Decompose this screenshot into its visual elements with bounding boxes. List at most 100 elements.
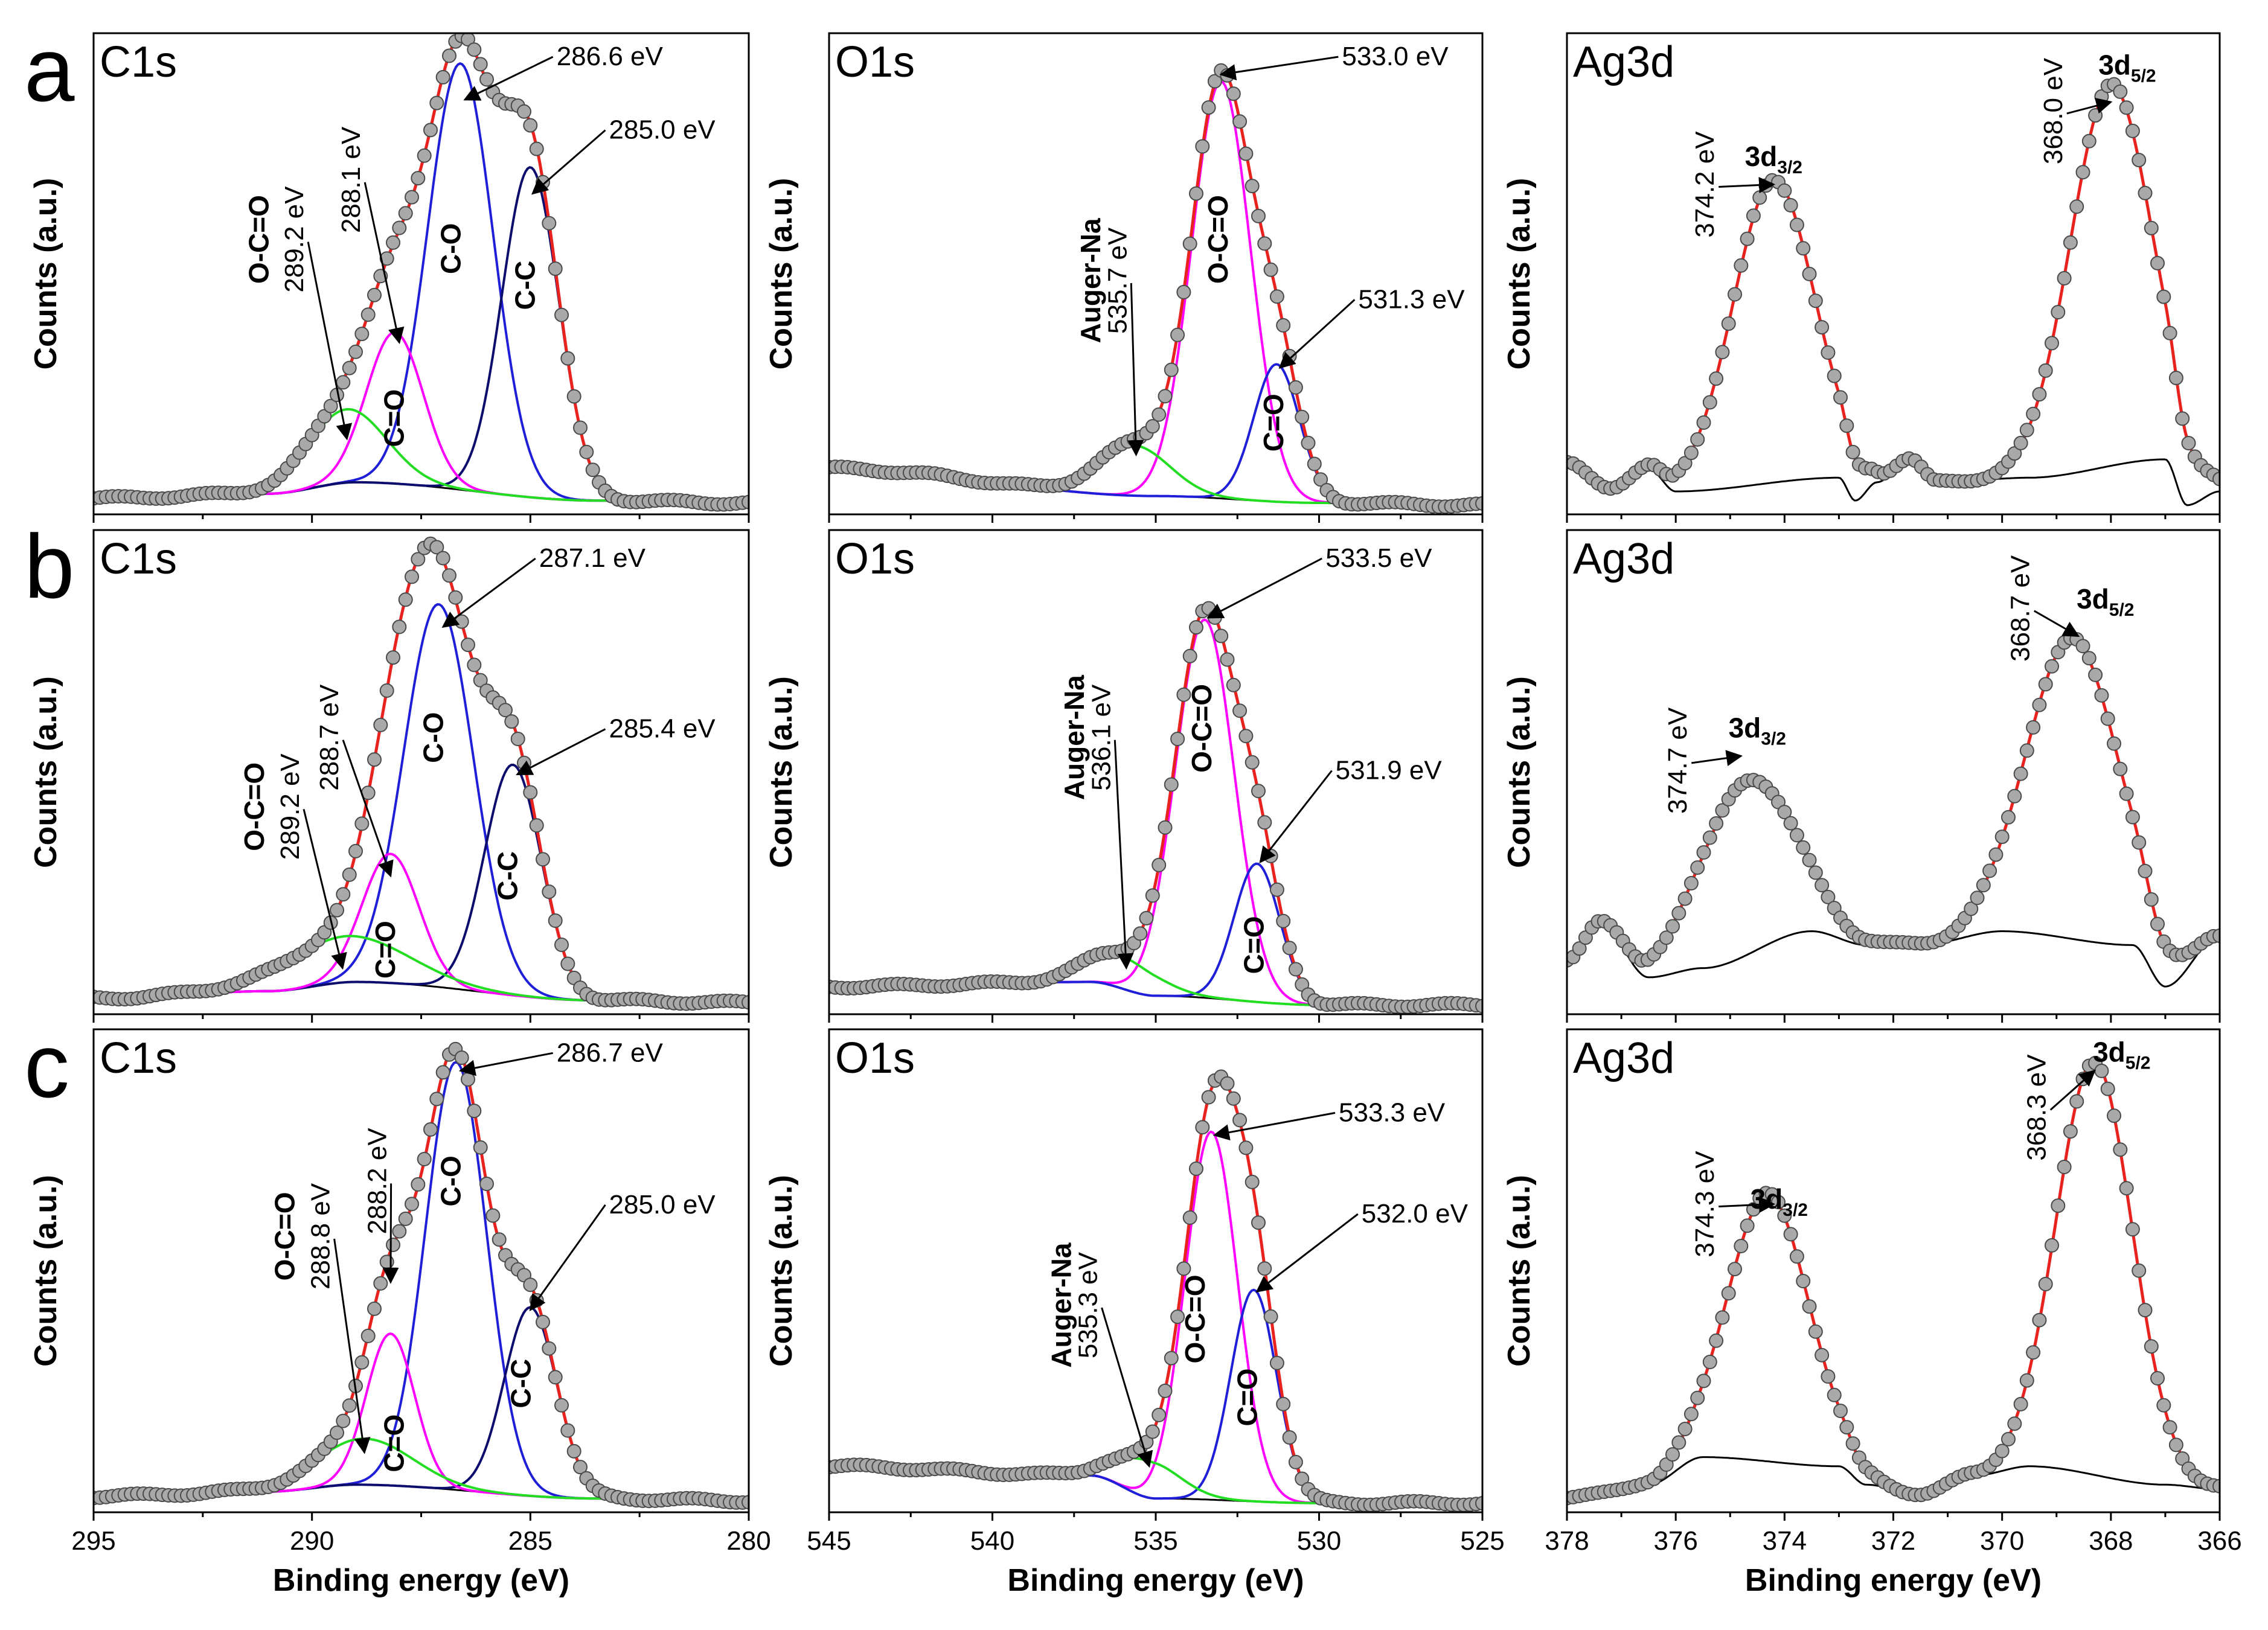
data-point <box>1976 878 1991 893</box>
x-tick-label: 374 <box>1763 1526 1807 1556</box>
data-point <box>1251 784 1266 799</box>
data-point <box>373 717 388 732</box>
data-point <box>2038 677 2053 692</box>
x-tick-label: 540 <box>970 1526 1014 1556</box>
peak-energy-label: 535.7 eV <box>1103 227 1132 334</box>
data-point <box>1282 941 1297 956</box>
spectrum-title: O1s <box>835 1034 915 1082</box>
data-point <box>1982 863 1997 878</box>
data-point <box>1152 1407 1167 1422</box>
data-point <box>2119 1181 2134 1196</box>
data-point <box>2113 761 2128 776</box>
peak-energy-label: 289.2 eV <box>280 186 309 293</box>
panel-b-o1s: Counts (a.u.) O1s 533.5 eV 531.9 eV 536.1 eV… <box>764 529 1484 1023</box>
data-point <box>435 551 450 566</box>
data-point <box>1164 777 1179 792</box>
data-points <box>829 601 1482 1014</box>
data-point <box>2100 711 2115 726</box>
data-point <box>1721 316 1736 331</box>
data-point <box>485 1208 501 1223</box>
data-point <box>442 568 456 583</box>
data-point <box>1734 1239 1749 1253</box>
data-point <box>1182 648 1197 663</box>
data-points <box>829 63 1482 514</box>
data-point <box>342 360 357 376</box>
data-point <box>2212 471 2220 487</box>
component-label: C=O <box>1258 394 1289 452</box>
data-point <box>1802 1299 1817 1314</box>
data-point <box>367 752 382 767</box>
y-axis-label: Counts (a.u.) <box>28 178 63 370</box>
data-point <box>429 1091 444 1107</box>
data-point <box>1226 677 1241 692</box>
data-point <box>566 1443 581 1459</box>
data-point <box>1139 910 1154 925</box>
data-point <box>1251 208 1266 223</box>
x-tick-label: 370 <box>1980 1526 2024 1556</box>
data-point <box>1796 241 1811 256</box>
component-label: C-O <box>435 223 467 274</box>
data-point <box>2001 1431 2016 1446</box>
component-label: C=O <box>1238 916 1270 974</box>
x-tick-label: 525 <box>1460 1526 1504 1556</box>
data-point <box>1789 828 1804 843</box>
data-point <box>1189 186 1203 201</box>
data-point <box>2150 1371 2165 1386</box>
data-point <box>1201 1090 1216 1105</box>
peak-energy-label: 286.7 eV <box>557 1038 664 1067</box>
data-point <box>2045 1238 2059 1253</box>
data-point <box>560 956 575 971</box>
data-point <box>1220 68 1235 83</box>
component-label: C=O <box>370 921 401 979</box>
data-point <box>2125 810 2140 825</box>
component-label: Auger-Na <box>1059 675 1090 800</box>
component-label: O-C=O <box>243 195 274 284</box>
data-point <box>2038 363 2053 378</box>
data-point <box>1683 876 1699 890</box>
y-axis-label: Counts (a.u.) <box>1502 1175 1537 1367</box>
peak-energy-label: 374.2 eV <box>1690 131 1720 238</box>
data-point <box>2119 100 2134 115</box>
data-point <box>473 1140 488 1155</box>
y-axis-label: Counts (a.u.) <box>28 676 63 868</box>
annotations: 374.3 eV 368.3 eV 3d3/2 3d5/2 <box>1690 1036 2150 1257</box>
data-points <box>829 1069 1482 1512</box>
data-points <box>94 1041 749 1510</box>
data-point <box>1740 231 1755 246</box>
data-point <box>2132 153 2147 168</box>
panel-c-o1s: 545 540 535 530 525 Binding energy (eV) Counts… <box>764 1028 1505 1598</box>
data-point <box>1307 456 1322 471</box>
data-point <box>1269 1355 1284 1370</box>
plot-frame <box>828 32 1484 516</box>
data-point <box>1220 652 1235 667</box>
data-point <box>429 95 444 110</box>
y-axis-label: Counts (a.u.) <box>764 1175 799 1367</box>
data-point <box>492 1232 507 1247</box>
data-point <box>2168 371 2183 385</box>
data-point <box>1988 847 2004 862</box>
peak-energy-label: 288.2 eV <box>363 1128 392 1235</box>
data-point <box>2057 270 2072 286</box>
data-point <box>2150 255 2165 270</box>
y-axis-label: Counts (a.u.) <box>764 676 799 868</box>
peak-energy-label: 288.1 eV <box>336 126 366 233</box>
data-point <box>1715 345 1730 360</box>
x-tick-label: 535 <box>1133 1526 1177 1556</box>
data-point <box>2001 810 2016 825</box>
data-point <box>1690 1390 1705 1405</box>
peak-energy-label: 531.3 eV <box>1358 284 1465 314</box>
component-label: O-C=O <box>269 1192 301 1280</box>
data-point <box>1232 703 1248 718</box>
data-point <box>1170 1309 1185 1325</box>
peak-energy-label: 368.3 eV <box>2022 1054 2052 1161</box>
annotations: 374.2 eV 368.0 eV 3d3/2 3d5/2 <box>1690 49 2156 237</box>
x-tick-label: 545 <box>807 1526 851 1556</box>
data-point <box>536 852 550 867</box>
data-point <box>1815 320 1830 335</box>
data-point <box>2032 387 2047 402</box>
data-point <box>392 220 407 235</box>
data-point <box>454 1050 469 1065</box>
plot-area <box>1567 1055 2220 1506</box>
x-ticks <box>92 1014 750 1023</box>
data-point <box>510 732 525 746</box>
